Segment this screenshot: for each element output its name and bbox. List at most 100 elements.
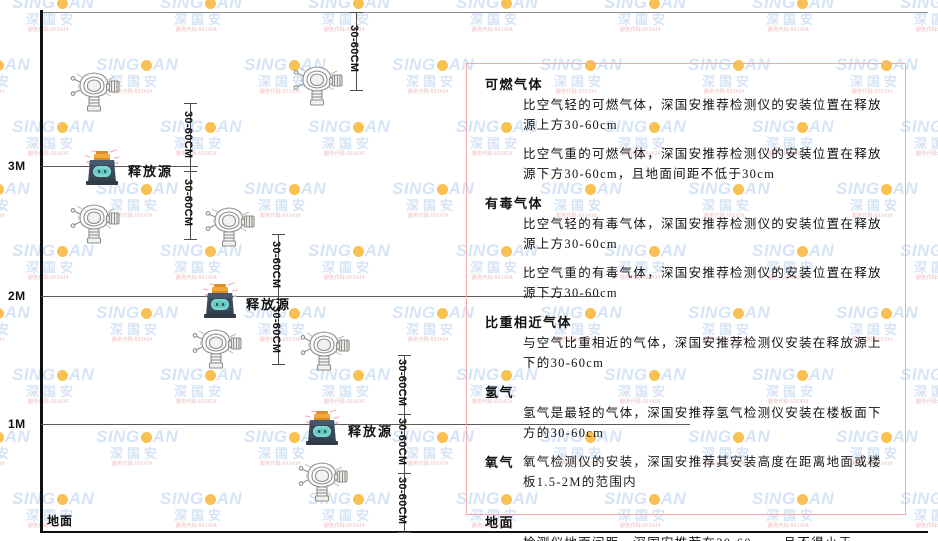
watermark-cn: 深国安 xyxy=(322,260,374,275)
release-source-icon xyxy=(80,148,124,193)
dimension-tick xyxy=(398,414,411,415)
watermark-sub: 服务代码:601434 xyxy=(260,213,301,219)
release-source-icon xyxy=(300,408,344,453)
section-title: 可燃气体 xyxy=(485,77,544,92)
gas-detector-icon: I xyxy=(192,325,250,376)
dimension-line xyxy=(356,12,357,90)
watermark-sub: 服务代码:601434 xyxy=(176,523,217,529)
watermark-cn: 深国安 xyxy=(174,12,226,27)
svg-text:I: I xyxy=(78,216,79,222)
dimension-tick xyxy=(184,103,197,104)
watermark-dot-icon xyxy=(56,122,68,133)
dimension-chain: 30-60CM 30-60CM 30-60CM xyxy=(396,355,411,533)
watermark-cn: 深国安 xyxy=(322,12,374,27)
watermark-sub: 服务代码:601434 xyxy=(176,399,217,405)
watermark-cn: 深国安 xyxy=(766,12,818,27)
section-title: 比重相近气体 xyxy=(485,315,573,330)
section-paragraph: 比空气轻的有毒气体，深国安推荐检测仪的安装位置在释放源上方30-60cm xyxy=(523,217,882,251)
watermark-dot-icon xyxy=(204,122,216,133)
gas-detector-icon: I xyxy=(300,327,358,378)
watermark-dot-icon xyxy=(204,0,216,9)
watermark-dot-icon xyxy=(56,370,68,381)
dimension-label: 30-60CM xyxy=(396,358,408,406)
dimension-tick xyxy=(398,473,411,474)
watermark-dot-icon xyxy=(0,432,4,443)
watermark-cn: 深国安 xyxy=(914,508,938,523)
watermark-sub: 服务代码:601434 xyxy=(0,461,5,467)
release-source-label: 释放源 xyxy=(128,164,174,179)
watermark-sub: 服务代码:601434 xyxy=(620,27,661,33)
watermark-dot-icon xyxy=(140,432,152,443)
dimension-chain: 30-60CM 30-60CM xyxy=(182,103,197,240)
dimension-label: 30-60CM xyxy=(396,417,408,465)
section-paragraph: 氢气是最轻的气体，深国安推荐氢气检测仪安装在楼板面下方的30-60cm xyxy=(523,406,882,440)
watermark-sub: 服务代码:601434 xyxy=(0,213,5,219)
watermark-dot-icon xyxy=(56,246,68,257)
dimension-label: 30-60CM xyxy=(182,111,194,159)
panel-section-flammable-gas: 可燃气体比空气轻的可燃气体，深国安推荐检测仪的安装位置在释放源上方30-60cm… xyxy=(467,74,905,184)
watermark-dot-icon xyxy=(204,494,216,505)
watermark-dot-icon xyxy=(436,60,448,71)
watermark-cn: 深国安 xyxy=(914,12,938,27)
panel-section-oxygen: 氧气 氧气检测仪的安装，深国安推荐其安装高度在距离地面或楼板1.5-2M的范围内 xyxy=(485,452,895,492)
watermark-dot-icon xyxy=(288,184,300,195)
ground-label: 地面 xyxy=(47,514,74,528)
watermark-cn: 深国安 xyxy=(110,446,162,461)
watermark-cn: 深国安 xyxy=(0,446,14,461)
watermark-cn: 深国安 xyxy=(0,74,14,89)
level-line-3M xyxy=(41,166,198,167)
watermark-sub: 服务代码:601434 xyxy=(324,151,365,157)
gas-detector-icon: I xyxy=(70,68,128,119)
section-paragraph: 与空气比重相近的气体，深国安推荐检测仪安装在释放源上下的30-60cm xyxy=(523,336,882,370)
section-paragraph: 比空气轻的可燃气体，深国安推荐检测仪的安装位置在释放源上方30-60cm xyxy=(523,98,882,132)
dimension-chain: 30-60CM 30-60CM xyxy=(270,234,285,365)
watermark-dot-icon xyxy=(352,122,364,133)
panel-spacer xyxy=(467,498,905,512)
watermark-dot-icon xyxy=(648,0,660,9)
dimension-tick xyxy=(272,364,285,365)
svg-text:I: I xyxy=(308,343,309,349)
watermark-dot-icon xyxy=(56,494,68,505)
watermark-cn: 深国安 xyxy=(470,12,522,27)
svg-text:I: I xyxy=(78,84,79,90)
watermark-dot-icon xyxy=(140,60,152,71)
watermark-cn: 深国安 xyxy=(914,260,938,275)
gas-detector-icon: I xyxy=(293,62,351,113)
gas-detector-icon: I xyxy=(298,458,356,509)
watermark-sub: 服务代码:601434 xyxy=(472,27,513,33)
section-title: 地面 xyxy=(485,515,515,530)
gas-detector-icon: I xyxy=(70,200,128,251)
level-line-2M xyxy=(41,296,600,297)
panel-section-hydrogen: 氢气 氢气是最轻的气体，深国安推荐氢气检测仪安装在楼板面下方的30-60cm xyxy=(467,382,905,443)
watermark-cn: 深国安 xyxy=(174,384,226,399)
section-paragraph: 检测仪地面间距，深国安推荐在30-60cm，且不得小于30cm，因为过低容易水溅… xyxy=(523,533,895,541)
watermark-cn: 深国安 xyxy=(174,260,226,275)
watermark-cn: 深国安 xyxy=(174,508,226,523)
level-line-1M xyxy=(41,424,690,425)
dimension-tick xyxy=(398,532,411,533)
release-source-icon xyxy=(198,281,242,326)
watermark-sub: 服务代码:601434 xyxy=(916,275,938,281)
release-source-label: 释放源 xyxy=(348,424,394,439)
section-title: 氧气 xyxy=(485,455,515,470)
watermark-dot-icon xyxy=(288,432,300,443)
section-title: 有毒气体 xyxy=(485,196,544,211)
